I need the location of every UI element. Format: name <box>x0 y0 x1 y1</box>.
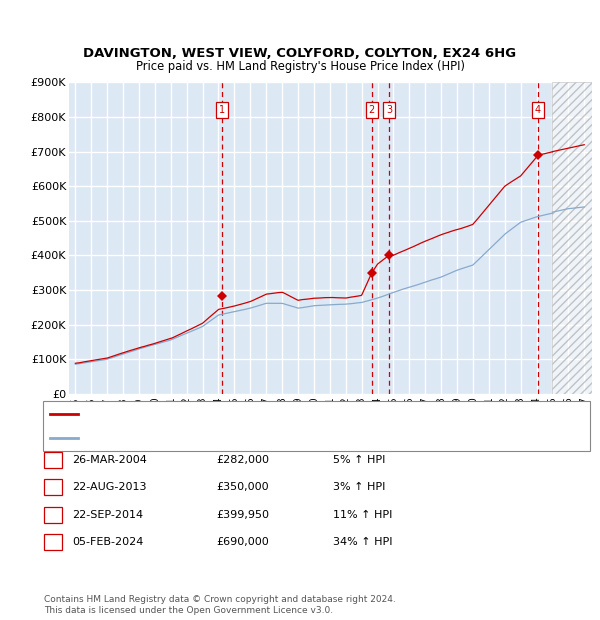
Text: 2: 2 <box>368 105 375 115</box>
Text: 4: 4 <box>49 537 56 547</box>
Text: 5% ↑ HPI: 5% ↑ HPI <box>333 455 385 465</box>
Text: 05-FEB-2024: 05-FEB-2024 <box>72 537 143 547</box>
Text: Price paid vs. HM Land Registry's House Price Index (HPI): Price paid vs. HM Land Registry's House … <box>136 61 464 73</box>
Text: 11% ↑ HPI: 11% ↑ HPI <box>333 510 392 520</box>
Text: £282,000: £282,000 <box>216 455 269 465</box>
Text: 3: 3 <box>49 510 56 520</box>
Text: £350,000: £350,000 <box>216 482 269 492</box>
Text: 22-AUG-2013: 22-AUG-2013 <box>72 482 146 492</box>
Text: 3% ↑ HPI: 3% ↑ HPI <box>333 482 385 492</box>
Text: 2: 2 <box>49 482 56 492</box>
Text: 26-MAR-2004: 26-MAR-2004 <box>72 455 147 465</box>
Text: DAVINGTON, WEST VIEW, COLYFORD, COLYTON, EX24 6HG (detached house): DAVINGTON, WEST VIEW, COLYFORD, COLYTON,… <box>83 409 484 419</box>
Text: 22-SEP-2014: 22-SEP-2014 <box>72 510 143 520</box>
Bar <box>553 82 592 394</box>
Text: 1: 1 <box>219 105 225 115</box>
Text: DAVINGTON, WEST VIEW, COLYFORD, COLYTON, EX24 6HG: DAVINGTON, WEST VIEW, COLYFORD, COLYTON,… <box>83 47 517 60</box>
Text: Contains HM Land Registry data © Crown copyright and database right 2024.
This d: Contains HM Land Registry data © Crown c… <box>44 595 395 614</box>
Text: £690,000: £690,000 <box>216 537 269 547</box>
Text: 3: 3 <box>386 105 392 115</box>
Text: 4: 4 <box>535 105 541 115</box>
Text: £399,950: £399,950 <box>216 510 269 520</box>
Text: 34% ↑ HPI: 34% ↑ HPI <box>333 537 392 547</box>
Text: 1: 1 <box>49 455 56 465</box>
Text: HPI: Average price, detached house, East Devon: HPI: Average price, detached house, East… <box>83 433 335 443</box>
